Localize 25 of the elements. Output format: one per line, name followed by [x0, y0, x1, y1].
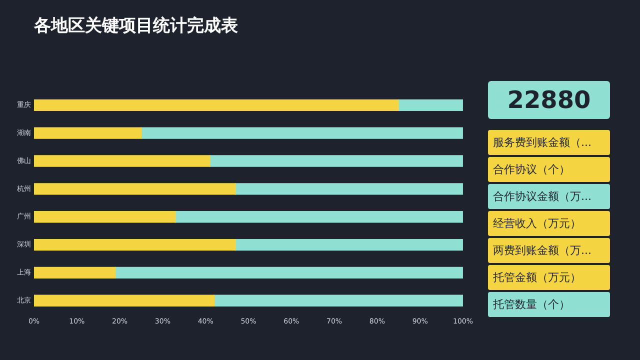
- text: 合作协议（个）: [488, 157, 610, 182]
- bar: [34, 211, 176, 223]
- chart-title: 各地区关键项目统计完成表: [34, 15, 238, 37]
- bar: [34, 127, 142, 139]
- bar: [34, 183, 236, 195]
- text: 两费到账金额（万...: [488, 238, 610, 263]
- text: 22880: [488, 81, 610, 119]
- text: 托管金额（万元）: [488, 265, 610, 290]
- text: 合作协议金额（万...: [488, 184, 610, 209]
- text: 服务费到账金额（...: [488, 130, 610, 155]
- text: 托管数量（个）: [488, 292, 610, 317]
- bar: [214, 294, 463, 306]
- bar: [235, 183, 463, 195]
- bar: [34, 294, 215, 306]
- bar: [115, 266, 463, 279]
- bar: [34, 99, 399, 111]
- bar: [175, 211, 463, 223]
- bar: [235, 238, 463, 251]
- bar: [398, 99, 463, 111]
- bar: [34, 266, 116, 279]
- bar: [34, 238, 236, 251]
- text: 经营收入（万元）: [488, 211, 610, 236]
- bar: [140, 127, 463, 139]
- bar: [34, 155, 210, 167]
- bar: [210, 155, 463, 167]
